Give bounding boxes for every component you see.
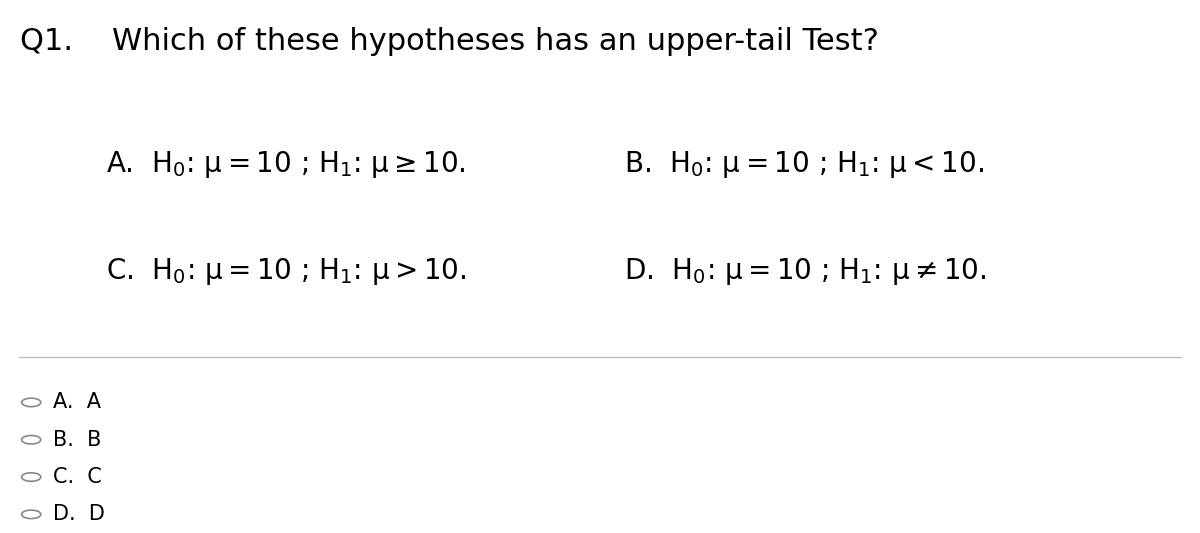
Text: C.  C: C. C: [53, 467, 102, 487]
Text: Q1.    Which of these hypotheses has an upper-tail Test?: Q1. Which of these hypotheses has an upp…: [20, 27, 880, 55]
Text: B.  H$_0$: μ = 10 ; H$_1$: μ < 10.: B. H$_0$: μ = 10 ; H$_1$: μ < 10.: [624, 149, 984, 180]
Circle shape: [22, 473, 41, 481]
Text: A.  A: A. A: [53, 392, 101, 413]
Text: D.  D: D. D: [53, 504, 104, 524]
Circle shape: [22, 435, 41, 444]
Circle shape: [22, 398, 41, 407]
Text: B.  B: B. B: [53, 430, 101, 450]
Text: A.  H$_0$: μ = 10 ; H$_1$: μ ≥ 10.: A. H$_0$: μ = 10 ; H$_1$: μ ≥ 10.: [106, 149, 466, 180]
Text: D.  H$_0$: μ = 10 ; H$_1$: μ ≠ 10.: D. H$_0$: μ = 10 ; H$_1$: μ ≠ 10.: [624, 256, 986, 287]
Circle shape: [22, 510, 41, 519]
Text: C.  H$_0$: μ = 10 ; H$_1$: μ > 10.: C. H$_0$: μ = 10 ; H$_1$: μ > 10.: [106, 256, 466, 287]
